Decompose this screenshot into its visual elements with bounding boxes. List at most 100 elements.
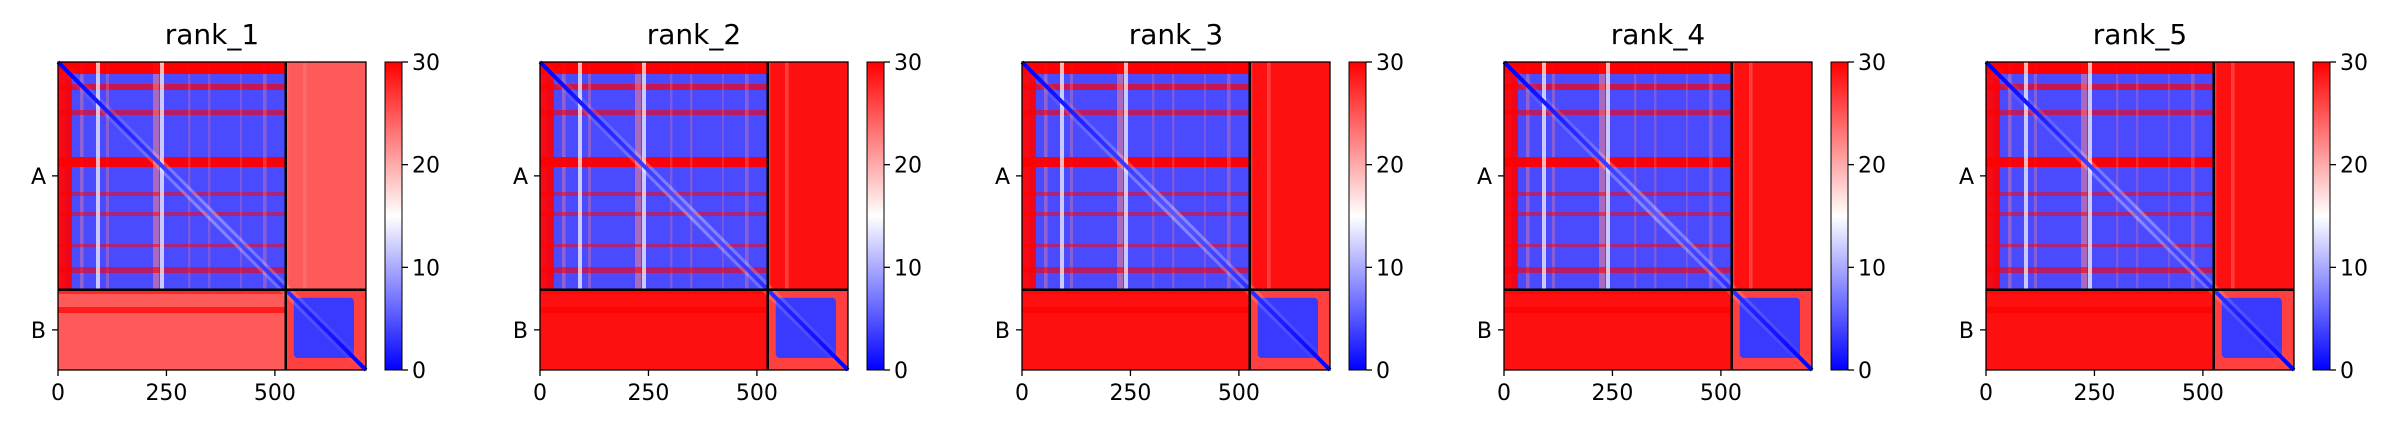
panel-title: rank_2: [647, 18, 741, 51]
chain-A-row-stripe-4: [1986, 192, 2214, 196]
chain-A-row-stripe-9: [1504, 307, 1732, 313]
inter-chain-block-AB: [285, 62, 366, 290]
white-band-1: [2088, 62, 2092, 290]
chain-A-row-stripe-1: [1504, 84, 1732, 90]
heatmap-panel-rank_4: rank_4 0 250 500 A B 0 10 20 30: [1477, 18, 1886, 406]
chain-A-col-stripe-4: [1152, 62, 1155, 290]
heatmap-matrix: [54, 58, 370, 374]
x-tick-label: 250: [1109, 381, 1151, 406]
colorbar-tick-label: 20: [1376, 154, 1404, 179]
diagonal-halo: [1018, 58, 1334, 374]
chain-label-A: A: [1959, 165, 1974, 190]
n-terminal-band: [1022, 62, 1036, 290]
chain-A-col-stripe-2: [106, 62, 109, 290]
chain-A-row-stripe-8: [1022, 290, 1250, 294]
chain-A-col-stripe-7: [2191, 62, 2195, 290]
chain-A-row-stripe-4: [58, 192, 286, 196]
n-terminal-band: [1504, 62, 1518, 290]
colorbar: 0 10 20 30: [2312, 51, 2368, 384]
x-tick-label: 500: [736, 381, 778, 406]
n-terminal-row-band: [1986, 62, 2214, 74]
colorbar-tick-label: 10: [2340, 256, 2368, 281]
chain-A-row-stripe-5: [58, 212, 286, 216]
n-terminal-row-band: [58, 62, 286, 74]
colorbar-tick-label: 0: [412, 359, 426, 384]
chain-A-col-stripe-8: [286, 62, 289, 290]
inter-chain-block-AB: [1249, 62, 1330, 290]
chain-A-row-stripe-2: [1986, 110, 2214, 115]
colorbar-tick-label: 20: [894, 154, 922, 179]
chain-A-col-stripe-5: [1172, 62, 1175, 290]
chain-A-col-stripe-1: [80, 62, 84, 290]
inter-chain-block-AB: [1731, 62, 1812, 290]
chain-A-col-stripe-4: [2116, 62, 2119, 290]
colorbar-tick-label: 30: [894, 51, 922, 76]
chain-A-col-stripe-7: [745, 62, 749, 290]
chain-A-col-stripe-4: [670, 62, 673, 290]
diagonal-halo: [536, 58, 852, 374]
colorbar-tick-label: 30: [1376, 51, 1404, 76]
chain-A-row-stripe-6: [1504, 244, 1732, 247]
panel-title: rank_5: [2093, 18, 2187, 51]
chain-A-row-stripe-4: [1022, 192, 1250, 196]
chain-A-col-stripe-6: [240, 62, 242, 290]
chain-A-row-stripe-7: [540, 267, 768, 273]
colorbar: 0 10 20 30: [1348, 51, 1404, 384]
chain-A-col-stripe-9: [1749, 62, 1753, 290]
x-tick-label: 500: [1700, 381, 1742, 406]
chain-A-row-stripe-8: [58, 290, 286, 294]
colorbar-gradient: [866, 61, 885, 371]
chain-A-row-stripe-8: [1986, 290, 2214, 294]
colorbar-gradient: [1830, 61, 1849, 371]
chain-label-A: A: [513, 165, 528, 190]
colorbar-tick-label: 20: [412, 154, 440, 179]
chain-A-col-stripe-2: [1070, 62, 1073, 290]
inter-chain-block-BA: [1504, 289, 1732, 370]
x-tick-label: 0: [1497, 381, 1511, 406]
x-tick-label: 0: [1979, 381, 1993, 406]
inter-chain-block-BA: [540, 289, 768, 370]
chain-A-col-stripe-6: [2168, 62, 2170, 290]
heatmap-panel-rank_3: rank_3 0 250 500 A B 0 10 20 30: [995, 18, 1404, 406]
heatmap-panel-rank_5: rank_5 0 250 500 A B 0 10 20 30: [1959, 18, 2368, 406]
x-tick-label: 0: [1015, 381, 1029, 406]
diagonal-halo: [54, 58, 370, 374]
chain-label-B: B: [513, 319, 528, 344]
chain-A-row-stripe-9: [1986, 307, 2214, 313]
chain-A-row-stripe-3: [58, 157, 286, 167]
colorbar-tick-label: 20: [1858, 154, 1886, 179]
colorbar-tick-label: 10: [412, 256, 440, 281]
x-tick-label: 0: [533, 381, 547, 406]
white-band-0: [1060, 62, 1064, 290]
chain-A-row-stripe-3: [1022, 157, 1250, 167]
colorbar-tick-label: 30: [2340, 51, 2368, 76]
chain-A-row-stripe-1: [58, 84, 286, 90]
diagonal-halo: [1500, 58, 1816, 374]
white-band-0: [1542, 62, 1546, 290]
heatmap-matrix: [1018, 58, 1334, 374]
colorbar: 0 10 20 30: [866, 51, 922, 384]
colorbar-gradient: [1348, 61, 1367, 371]
chain-A-row-stripe-1: [1022, 84, 1250, 90]
inter-chain-block-BA: [1022, 289, 1250, 370]
panel-title: rank_4: [1611, 18, 1705, 51]
white-band-0: [578, 62, 582, 290]
x-tick-label: 250: [627, 381, 669, 406]
chain-A-row-stripe-2: [540, 110, 768, 115]
n-terminal-row-band: [1504, 62, 1732, 74]
chain-A-col-stripe-1: [1044, 62, 1048, 290]
colorbar-tick-label: 10: [1858, 256, 1886, 281]
chain-A-col-stripe-1: [1526, 62, 1530, 290]
chain-A-row-stripe-7: [1986, 267, 2214, 273]
x-tick-label: 250: [1591, 381, 1633, 406]
white-band-0: [96, 62, 100, 290]
diagonal-halo: [1982, 58, 2298, 374]
chain-A-row-stripe-9: [1022, 307, 1250, 313]
chain-A-row-stripe-6: [540, 244, 768, 247]
chain-A-col-stripe-6: [1204, 62, 1206, 290]
chain-A-row-stripe-3: [540, 157, 768, 167]
inter-chain-block-AB: [767, 62, 848, 290]
colorbar-gradient: [2312, 61, 2331, 371]
colorbar-tick-label: 0: [2340, 359, 2354, 384]
chain-A-col-stripe-5: [2136, 62, 2139, 290]
